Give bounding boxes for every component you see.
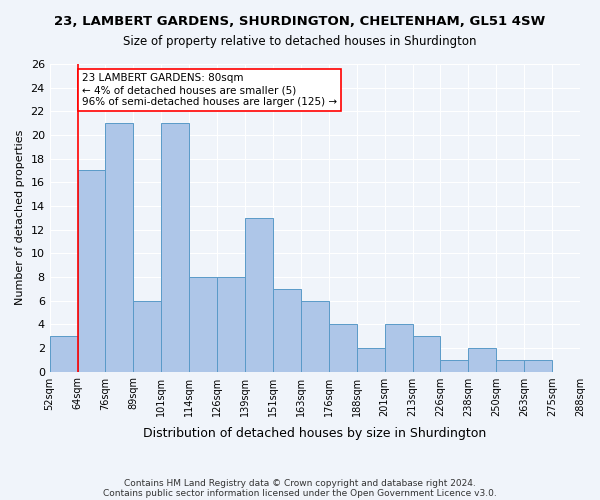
Bar [217, 277, 245, 372]
Bar [161, 123, 189, 372]
Text: Size of property relative to detached houses in Shurdington: Size of property relative to detached ho… [123, 35, 477, 48]
X-axis label: Distribution of detached houses by size in Shurdington: Distribution of detached houses by size … [143, 427, 487, 440]
Text: 23 LAMBERT GARDENS: 80sqm
← 4% of detached houses are smaller (5)
96% of semi-de: 23 LAMBERT GARDENS: 80sqm ← 4% of detach… [82, 74, 337, 106]
Bar [440, 360, 469, 372]
Y-axis label: Number of detached properties: Number of detached properties [15, 130, 25, 306]
Bar [77, 170, 106, 372]
Bar [189, 277, 217, 372]
Text: Contains public sector information licensed under the Open Government Licence v3: Contains public sector information licen… [103, 488, 497, 498]
Bar [469, 348, 496, 372]
Text: 23, LAMBERT GARDENS, SHURDINGTON, CHELTENHAM, GL51 4SW: 23, LAMBERT GARDENS, SHURDINGTON, CHELTE… [55, 15, 545, 28]
Bar [301, 300, 329, 372]
Bar [413, 336, 440, 372]
Bar [524, 360, 552, 372]
Bar [496, 360, 524, 372]
Bar [329, 324, 357, 372]
Bar [385, 324, 413, 372]
Bar [245, 218, 273, 372]
Bar [273, 288, 301, 372]
Bar [106, 123, 133, 372]
Text: Contains HM Land Registry data © Crown copyright and database right 2024.: Contains HM Land Registry data © Crown c… [124, 478, 476, 488]
Bar [357, 348, 385, 372]
Bar [50, 336, 77, 372]
Bar [133, 300, 161, 372]
